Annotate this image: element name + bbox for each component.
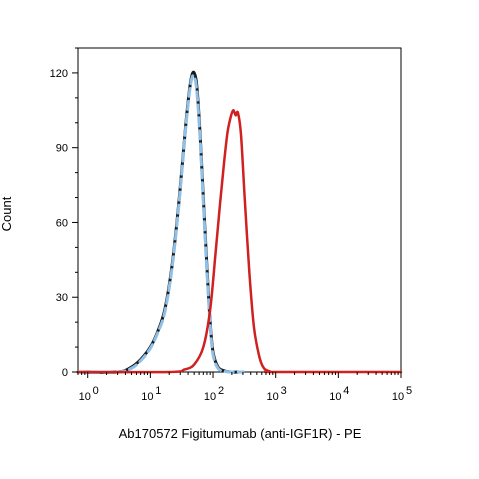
y-tick-label: 0 <box>62 367 68 379</box>
y-axis: 0 30 60 90 120 <box>50 47 78 379</box>
y-tick-label: 90 <box>56 143 68 155</box>
x-tick-label: 10 <box>392 391 404 403</box>
x-tick-exponent: 2 <box>218 385 224 397</box>
y-axis-title: Count <box>0 196 14 231</box>
x-tick-label: 10 <box>204 391 216 403</box>
x-tick-exponent: 0 <box>93 385 99 397</box>
x-axis: 10 0 10 1 10 2 10 3 10 4 10 5 <box>77 372 412 403</box>
x-tick-label: 10 <box>329 391 341 403</box>
x-tick-exponent: 3 <box>281 385 287 397</box>
x-tick-label: 10 <box>79 391 91 403</box>
x-tick-label: 10 <box>141 391 153 403</box>
y-tick-label: 30 <box>56 292 68 304</box>
x-tick-exponent: 5 <box>406 385 412 397</box>
plot-frame <box>77 47 402 373</box>
y-tick-label: 120 <box>50 68 68 80</box>
series-line-3 <box>76 109 403 374</box>
y-tick-label: 60 <box>56 217 68 229</box>
x-tick-label: 10 <box>267 391 279 403</box>
x-tick-exponent: 4 <box>343 385 349 397</box>
series-layer <box>76 70 403 374</box>
series-line-2 <box>76 73 245 374</box>
x-axis-title: Ab170572 Figitumumab (anti-IGF1R) - PE <box>119 426 362 441</box>
x-tick-exponent: 1 <box>155 385 161 397</box>
